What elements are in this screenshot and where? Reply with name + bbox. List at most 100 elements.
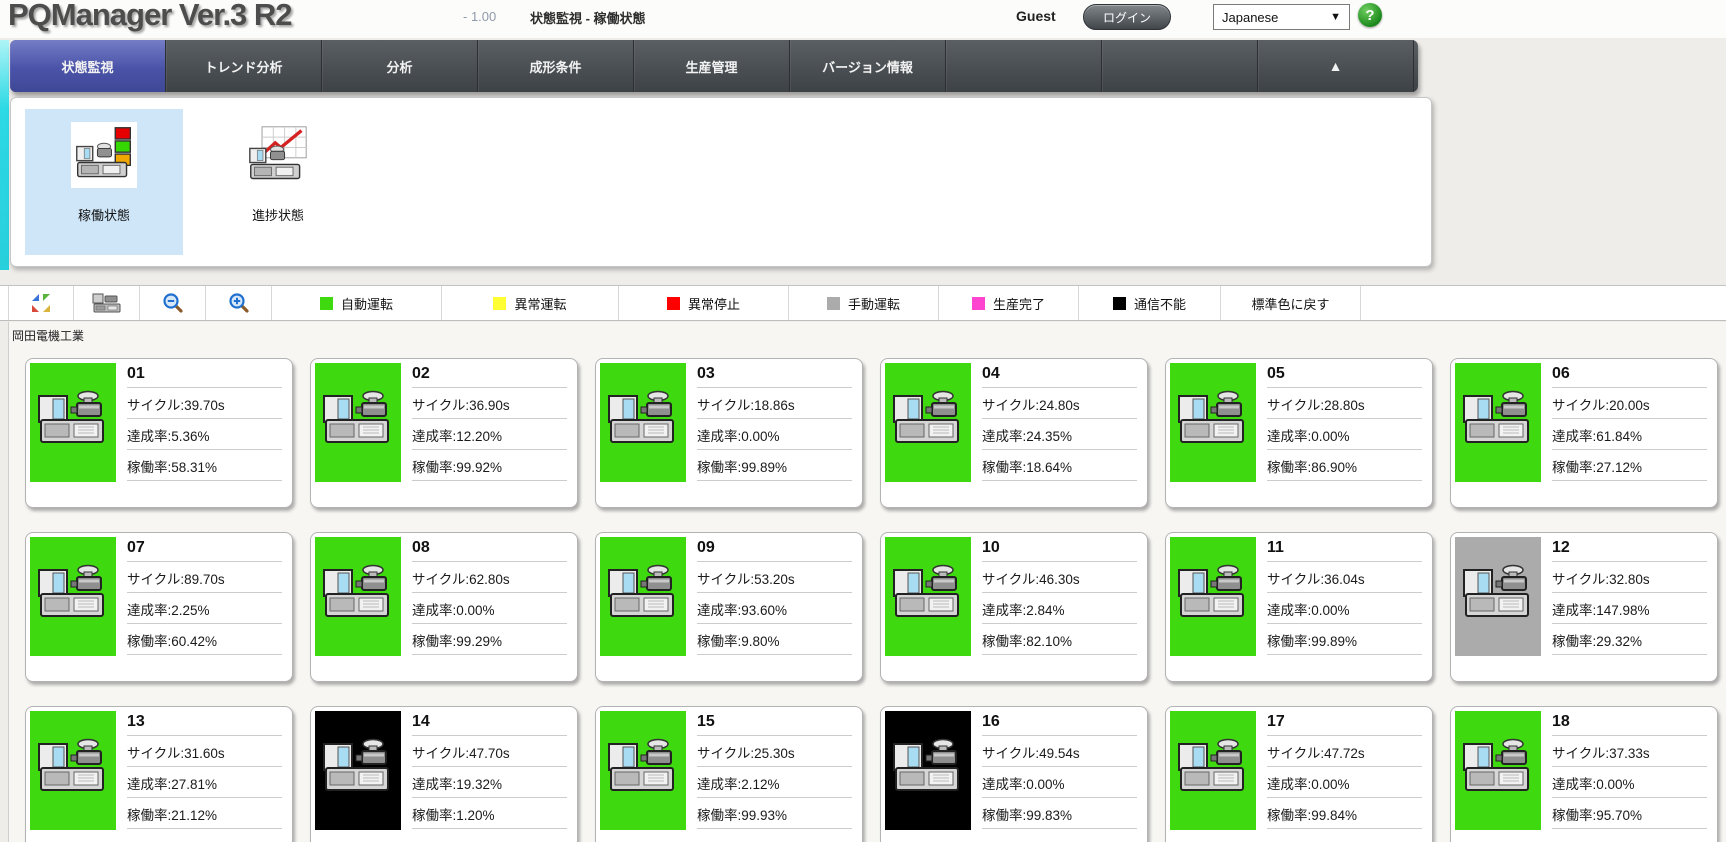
tile-arrange-button[interactable] <box>8 286 74 320</box>
machine-card[interactable]: 17 サイクル:47.72s 達成率:0.00% 稼働率:99.84% <box>1165 706 1433 842</box>
sub-menu-panel: 稼働状態 進捗状態 <box>10 97 1432 267</box>
machine-number: 13 <box>127 711 282 736</box>
molding-machine-icon <box>38 738 104 791</box>
collapse-up-icon: ▲ <box>1328 58 1343 74</box>
help-icon[interactable]: ? <box>1358 3 1382 27</box>
machine-status-icon <box>600 537 686 656</box>
machine-card[interactable]: 02 サイクル:36.90s 達成率:12.20% 稼働率:99.92% <box>310 358 578 508</box>
molding-machine-icon <box>1178 564 1244 617</box>
machine-card[interactable]: 07 サイクル:89.70s 達成率:2.25% 稼働率:60.42% <box>25 532 293 682</box>
machine-number: 18 <box>1552 711 1707 736</box>
machine-card[interactable]: 08 サイクル:62.80s 達成率:0.00% 稼働率:99.29% <box>310 532 578 682</box>
machine-card-body: 18 サイクル:37.33s 達成率:0.00% 稼働率:95.70% <box>1552 711 1707 842</box>
machine-card[interactable]: 14 サイクル:47.70s 達成率:19.32% 稼働率:1.20% <box>310 706 578 842</box>
machine-number: 06 <box>1552 363 1707 388</box>
app-title: PQManager Ver.3 R2 <box>8 0 293 32</box>
achievement-value: 達成率:0.00% <box>1552 767 1707 798</box>
nav-tab-4[interactable]: 生産管理 <box>634 40 790 92</box>
nav-tab-2[interactable]: 分析 <box>322 40 478 92</box>
machine-card[interactable]: 09 サイクル:53.20s 達成率:93.60% 稼働率:9.80% <box>595 532 863 682</box>
cycle-value: サイクル:28.80s <box>1267 388 1422 419</box>
achievement-value: 達成率:0.00% <box>1267 593 1422 624</box>
legend-label: 通信不能 <box>1133 296 1186 312</box>
cycle-value: サイクル:20.00s <box>1552 388 1707 419</box>
molding-machine-icon <box>893 564 959 617</box>
machine-card[interactable]: 10 サイクル:46.30s 達成率:2.84% 稼働率:82.10% <box>880 532 1148 682</box>
nav-tab-3[interactable]: 成形条件 <box>478 40 634 92</box>
status-toolbar: 自動運転 異常運転 異常停止 手動運転 生産完了 通信不能 標準色に戻す <box>0 285 1726 321</box>
nav-collapse-tab[interactable]: ▲ <box>1258 40 1414 92</box>
nav-tab-1[interactable]: トレンド分析 <box>166 40 322 92</box>
machine-number: 05 <box>1267 363 1422 388</box>
machine-number: 04 <box>982 363 1137 388</box>
molding-machine-icon <box>38 390 104 443</box>
machine-card[interactable]: 16 サイクル:49.54s 達成率:0.00% 稼働率:99.83% <box>880 706 1148 842</box>
legend-color-swatch <box>1112 296 1126 310</box>
achievement-value: 達成率:5.36% <box>127 419 282 450</box>
molding-machine-icon <box>1463 564 1529 617</box>
legend-label: 手動運転 <box>847 296 900 312</box>
achievement-value: 達成率:24.35% <box>982 419 1137 450</box>
machine-card-body: 17 サイクル:47.72s 達成率:0.00% 稼働率:99.84% <box>1267 711 1422 842</box>
molding-machine-icon <box>323 390 389 443</box>
nav-tab-0[interactable]: 状態監視 <box>10 40 166 92</box>
legend-item-0: 自動運転 <box>272 286 442 320</box>
machine-card-body: 01 サイクル:39.70s 達成率:5.36% 稼働率:58.31% <box>127 363 282 503</box>
machine-number: 12 <box>1552 537 1707 562</box>
operation-value: 稼働率:99.89% <box>1267 624 1422 655</box>
machine-status-icon <box>315 537 401 656</box>
factory-name-label: 岡田電機工業 <box>12 329 85 343</box>
machine-card[interactable]: 01 サイクル:39.70s 達成率:5.36% 稼働率:58.31% <box>25 358 293 508</box>
operation-value: 稼働率:29.32% <box>1552 624 1707 655</box>
legend-label: 異常運転 <box>514 296 567 312</box>
machine-card-body: 06 サイクル:20.00s 達成率:61.84% 稼働率:27.12% <box>1552 363 1707 503</box>
machine-card[interactable]: 15 サイクル:25.30s 達成率:2.12% 稼働率:99.93% <box>595 706 863 842</box>
breadcrumb: 状態監視 - 稼働状態 <box>530 11 646 26</box>
main-nav: 状態監視 トレンド分析 分析 成形条件 生産管理 バージョン情報 ▲ <box>10 40 1418 92</box>
machine-view-button[interactable] <box>74 286 140 320</box>
language-select[interactable]: Japanese ▼ <box>1213 4 1350 30</box>
legend-item-4: 生産完了 <box>939 286 1079 320</box>
machine-card[interactable]: 04 サイクル:24.80s 達成率:24.35% 稼働率:18.64% <box>880 358 1148 508</box>
legend-label: 異常停止 <box>687 296 740 312</box>
machine-card[interactable]: 03 サイクル:18.86s 達成率:0.00% 稼働率:99.89% <box>595 358 863 508</box>
cycle-value: サイクル:36.04s <box>1267 562 1422 593</box>
machine-grid-area <box>8 322 1726 842</box>
machine-card[interactable]: 18 サイクル:37.33s 達成率:0.00% 稼働率:95.70% <box>1450 706 1718 842</box>
reset-colors-button[interactable]: 標準色に戻す <box>1221 286 1361 320</box>
machine-status-icon <box>30 537 116 656</box>
login-button[interactable]: ログイン <box>1083 4 1171 30</box>
submenu-item-label: 進捗状態 <box>251 208 304 223</box>
machine-status-icon <box>885 711 971 830</box>
machine-card[interactable]: 11 サイクル:36.04s 達成率:0.00% 稼働率:99.89% <box>1165 532 1433 682</box>
machine-card[interactable]: 05 サイクル:28.80s 達成率:0.00% 稼働率:86.90% <box>1165 358 1433 508</box>
machine-status-icon <box>1455 363 1541 482</box>
cycle-value: サイクル:47.72s <box>1267 736 1422 767</box>
operation-value: 稼働率:99.93% <box>697 798 852 829</box>
legend-color-swatch <box>971 296 985 310</box>
cycle-value: サイクル:39.70s <box>127 388 282 419</box>
operation-value: 稼働率:58.31% <box>127 450 282 481</box>
nav-tab-5[interactable]: バージョン情報 <box>790 40 946 92</box>
cycle-value: サイクル:37.33s <box>1552 736 1707 767</box>
legend-item-2: 異常停止 <box>619 286 789 320</box>
zoom-in-button[interactable] <box>206 286 272 320</box>
machine-status-icon <box>1455 537 1541 656</box>
submenu-item-operation-status[interactable]: 稼働状態 <box>25 109 183 255</box>
legend-label: 自動運転 <box>340 296 393 312</box>
submenu-item-progress-status[interactable]: 進捗状態 <box>199 109 357 255</box>
machine-number: 08 <box>412 537 567 562</box>
cycle-value: サイクル:53.20s <box>697 562 852 593</box>
achievement-value: 達成率:27.81% <box>127 767 282 798</box>
molding-machine-icon <box>1178 738 1244 791</box>
machine-number: 15 <box>697 711 852 736</box>
machine-view-icon <box>92 293 120 313</box>
machine-card-body: 02 サイクル:36.90s 達成率:12.20% 稼働率:99.92% <box>412 363 567 503</box>
machine-card[interactable]: 13 サイクル:31.60s 達成率:27.81% 稼働率:21.12% <box>25 706 293 842</box>
zoom-out-button[interactable] <box>140 286 206 320</box>
molding-machine-icon <box>323 738 389 791</box>
machine-card[interactable]: 06 サイクル:20.00s 達成率:61.84% 稼働率:27.12% <box>1450 358 1718 508</box>
machine-card-body: 10 サイクル:46.30s 達成率:2.84% 稼働率:82.10% <box>982 537 1137 677</box>
achievement-value: 達成率:0.00% <box>412 593 567 624</box>
machine-card[interactable]: 12 サイクル:32.80s 達成率:147.98% 稼働率:29.32% <box>1450 532 1718 682</box>
